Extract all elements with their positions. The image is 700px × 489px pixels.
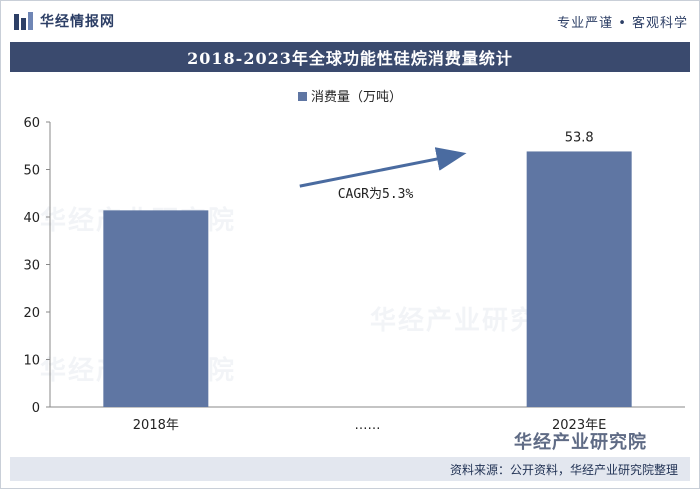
y-tick-label: 30 (23, 259, 40, 274)
y-tick-label: 60 (23, 116, 40, 131)
chart-title: 2018-2023年全球功能性硅烷消费量统计 (187, 49, 513, 68)
data-label: 53.8 (565, 130, 594, 145)
y-tick-label: 10 (23, 354, 40, 369)
y-tick-label: 0 (32, 401, 40, 416)
x-tick-label: 2018年 (133, 418, 179, 433)
header-bar: 华经情报网 专业严谨 • 客观科学 (0, 0, 700, 40)
bar (103, 210, 209, 407)
y-tick-label: 50 (23, 164, 40, 179)
cagr-annotation: CAGR为5.3% (338, 187, 414, 202)
brand-logo-icon (14, 12, 33, 30)
legend-label: 消费量（万吨） (310, 90, 402, 105)
legend: 消费量（万吨） (0, 86, 700, 105)
cagr-arrow (299, 147, 467, 188)
x-tick-label: …… (355, 418, 381, 433)
bar (526, 151, 632, 407)
title-bar: 2018-2023年全球功能性硅烷消费量统计 (10, 42, 690, 72)
y-tick-label: 20 (23, 306, 40, 321)
y-tick-label: 40 (23, 211, 40, 226)
source-note: 资料来源：公开资料，华经产业研究院整理 (449, 463, 678, 477)
brand-name: 华经情报网 (40, 14, 115, 30)
footer-brand-mark: 华经产业研究院 (514, 432, 647, 453)
slogan: 专业严谨 • 客观科学 (557, 16, 688, 31)
footer-bar: 资料来源：公开资料，华经产业研究院整理 (10, 457, 690, 481)
brand-logo: 华经情报网 (14, 11, 115, 31)
legend-swatch (297, 92, 307, 101)
x-tick-label: 2023年E (552, 418, 606, 433)
